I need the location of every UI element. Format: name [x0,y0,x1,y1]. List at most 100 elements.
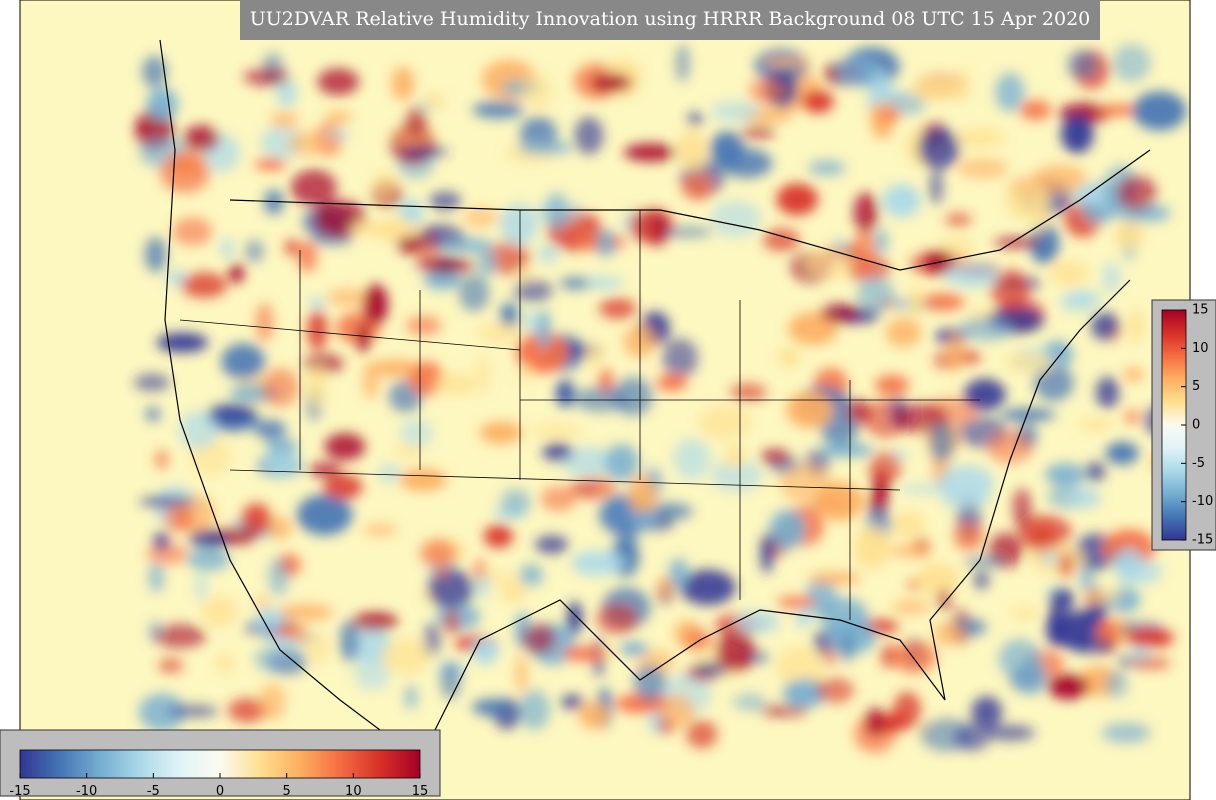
field-blob [1067,486,1101,509]
field-blob [686,720,718,749]
field-blob [142,55,167,88]
field-blob [760,534,773,574]
field-blob [887,91,926,116]
map-title: UU2DVAR Relative Humidity Innovation usi… [250,8,1091,30]
field-blob [317,68,360,96]
field-blob [954,724,990,751]
field-blob [265,453,299,476]
field-blob [986,430,1034,464]
field-blob [953,522,984,551]
field-blob [733,693,767,711]
field-blob [874,374,910,396]
field-blob [819,303,862,323]
field-blob [183,125,220,153]
field-blob [500,583,527,602]
field-blob [477,322,524,344]
field-blob [725,445,745,468]
field-blob [892,640,937,674]
field-blob [521,73,554,110]
field-blob [542,442,573,462]
tick-label: 5 [1192,379,1200,394]
field-blob [227,698,268,723]
field-blob [776,595,817,609]
field-blob [561,646,607,662]
field-blob [559,277,590,290]
field-blob [1096,589,1124,603]
field-blob [779,463,832,503]
field-blob [144,236,167,273]
field-blob [420,539,457,567]
field-blob [557,381,571,406]
field-blob [865,707,885,737]
field-blob [146,87,178,122]
field-blob [1049,588,1075,612]
field-blob [571,550,625,576]
field-blob [254,419,287,440]
tick-label: 0 [1192,418,1200,433]
field-blob [499,203,538,245]
field-blob [760,449,791,466]
field-blob [680,569,736,606]
field-blob [891,599,931,615]
field-blob [195,570,208,602]
field-blob [650,212,667,247]
field-blob [472,100,524,119]
field-blob [623,143,677,162]
field-blob [377,464,401,483]
tick-label: 15 [412,784,429,799]
title-box [240,0,1100,40]
field-blob [483,524,514,549]
field-blob [1020,100,1052,121]
field-blob [577,276,624,289]
field-blob [769,509,806,549]
field-blob [404,684,417,710]
field-blob [245,240,264,263]
field-blob [241,503,272,535]
field-blob [985,725,1035,741]
tick-label: 15 [1192,303,1209,318]
field-blob [370,359,421,377]
tick-label: 5 [283,784,291,799]
field-blob [681,173,714,201]
field-blob [958,317,1013,341]
field-blob [868,451,902,485]
field-blob [676,129,708,171]
field-blob [561,446,615,477]
field-blob [324,433,366,461]
tick-label: 10 [1192,341,1209,356]
field-blob [353,656,391,690]
tick-label: -10 [1192,494,1213,509]
field-blob [889,544,933,557]
tick-label: -15 [9,784,30,799]
field-blob [471,638,499,665]
field-blob [660,694,695,728]
field-blob [918,128,960,170]
field-blob [296,494,353,536]
field-blob [172,217,213,246]
field-blob [698,404,751,441]
field-blob [856,276,895,313]
field-blob [422,94,445,109]
south-east-coast [419,279,1131,761]
field-blob [964,378,1006,411]
field-blob [326,288,370,307]
field-blob [406,105,427,137]
field-blob [267,557,290,597]
field-blob [574,116,604,155]
field-blob [716,630,756,672]
field-blob [178,411,219,449]
field-blob [947,331,965,373]
field-blob [816,677,854,703]
field-blob [971,696,1003,729]
tick-label: 0 [216,784,224,799]
field-blob [287,131,329,157]
field-blob [761,57,813,68]
field-blob [921,293,965,311]
field-blob [710,200,761,238]
field-blob [404,146,449,158]
field-blob [1060,114,1094,154]
field-blob [427,568,474,609]
field-blob [813,630,828,655]
field-blob [1101,722,1151,744]
